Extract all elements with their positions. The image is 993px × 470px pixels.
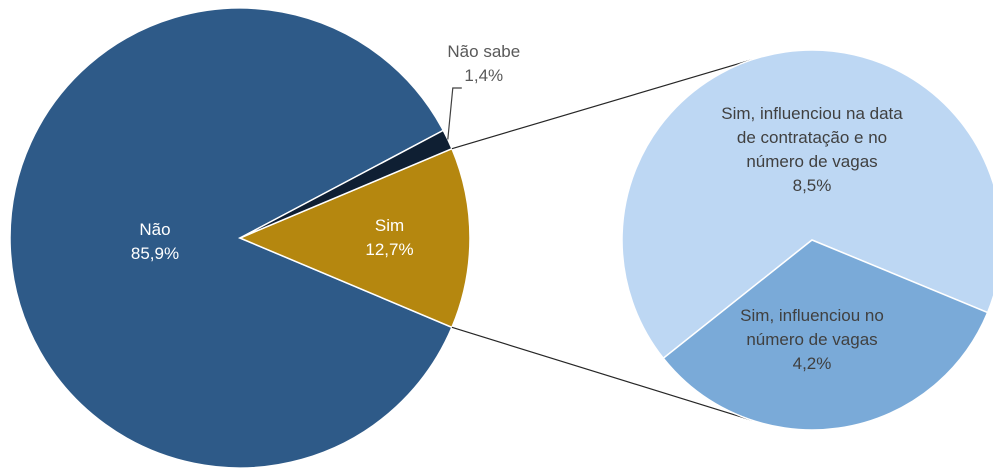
connector-line <box>451 326 752 421</box>
pie-slice <box>621 49 993 360</box>
label-box: Sim, influenciou na data de contratação … <box>712 95 912 205</box>
slice-label: Sim 12,7% <box>315 208 465 268</box>
value-label: 8,5% <box>792 176 832 195</box>
label-box: Não sabe 1,4% <box>424 34 544 94</box>
value-label: 1,4% <box>464 66 504 85</box>
slice-label: Sim, influenciou na data de contratação … <box>712 95 912 205</box>
label-box: Sim, influenciou no número de vagas 4,2% <box>727 285 897 395</box>
category-label: Sim, influenciou no número de vagas <box>740 306 884 349</box>
category-label: Não <box>139 219 171 239</box>
category-label: Sim <box>374 216 405 235</box>
pie-slice <box>238 147 471 329</box>
label-box: Sim 12,7% <box>315 208 465 268</box>
pie-slice <box>662 239 989 431</box>
category-label: Não sabe <box>447 42 521 61</box>
value-label: 85,9% <box>130 243 180 263</box>
leader-line <box>447 87 462 140</box>
value-label: 4,2% <box>792 354 832 373</box>
slice-label: Sim, influenciou no número de vagas 4,2% <box>727 285 897 395</box>
label-box: Não 85,9% <box>80 212 230 272</box>
value-label: 12,7% <box>365 240 414 259</box>
pie-slice <box>9 7 453 469</box>
connector-line <box>451 59 752 150</box>
slice-label: Não sabe 1,4% <box>424 34 544 94</box>
slice-label: Não 85,9% <box>80 212 230 272</box>
category-label: Sim, influenciou na data de contratação … <box>721 104 903 171</box>
